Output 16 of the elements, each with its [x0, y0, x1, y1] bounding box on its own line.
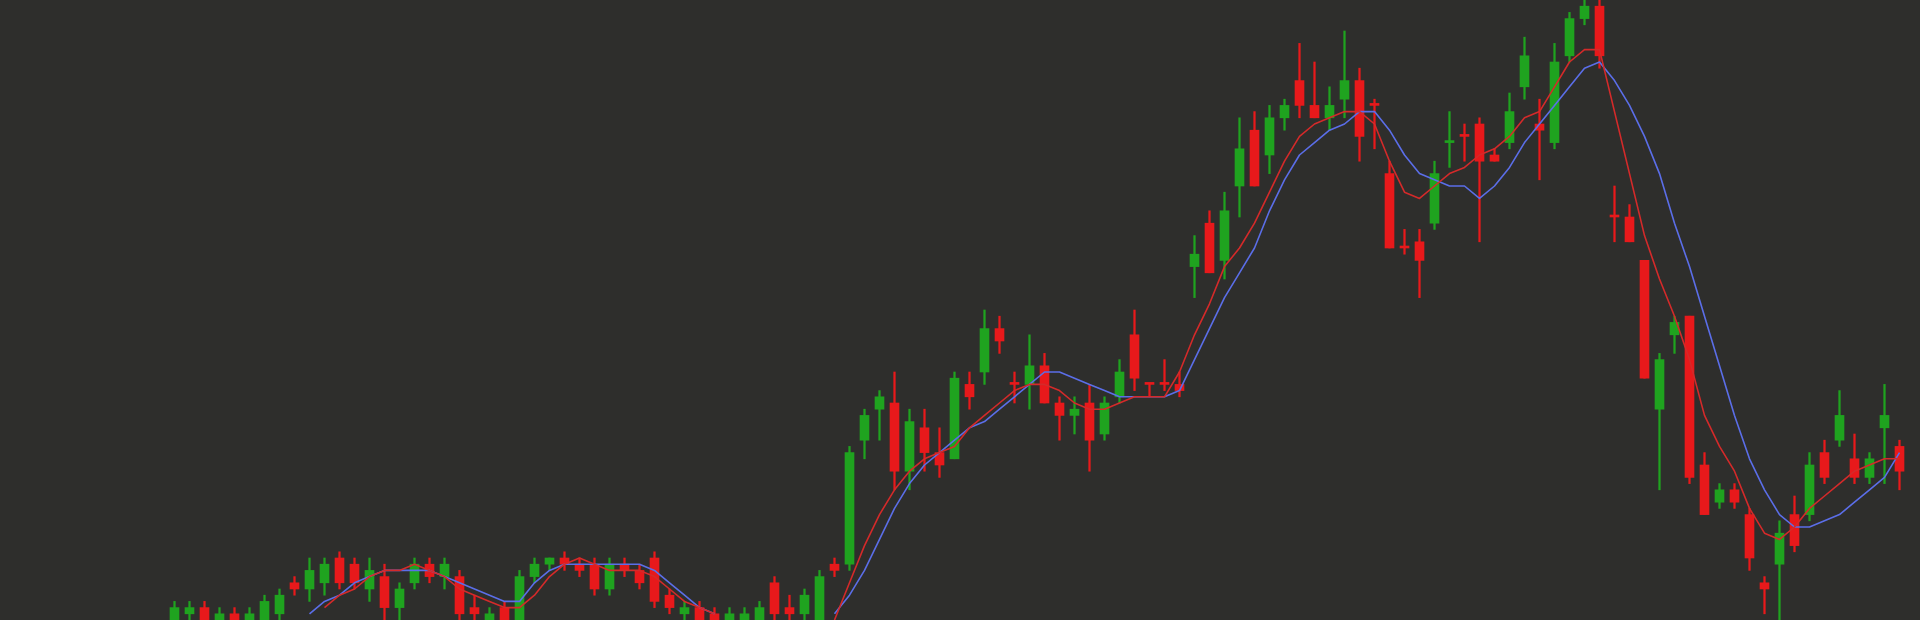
candlestick [1309, 61, 1320, 119]
candlestick [1879, 384, 1890, 484]
candlestick [1159, 359, 1170, 391]
candlestick [874, 390, 885, 441]
candlestick [1414, 229, 1425, 298]
candlestick [1069, 396, 1080, 435]
candlestick [1054, 396, 1065, 441]
candlestick [1459, 123, 1470, 162]
candlestick [1444, 111, 1455, 168]
candlestick [1759, 576, 1770, 615]
candlestick [1369, 98, 1380, 150]
candlestick [1339, 30, 1350, 119]
candlestick [784, 594, 795, 620]
candlestick [1189, 235, 1200, 298]
candlestick [1144, 382, 1155, 398]
candlestick [1009, 371, 1020, 404]
